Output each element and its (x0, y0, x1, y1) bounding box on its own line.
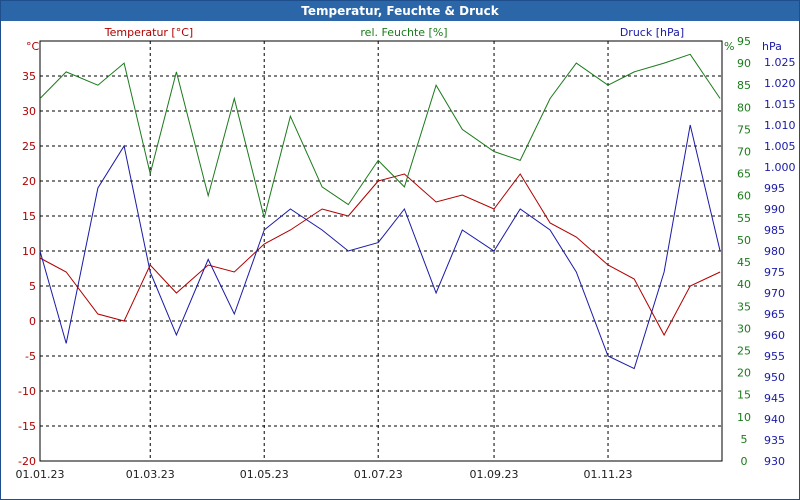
temperature-tick-label: 0 (29, 315, 36, 328)
pressure-tick-label: 1.015 (764, 98, 796, 111)
pressure-tick-label: 975 (764, 266, 785, 279)
pressure-tick-label: 965 (764, 308, 785, 321)
pressure-series-line (39, 124, 721, 370)
humidity-tick-label: 75 (737, 123, 751, 136)
pressure-tick-label: 980 (764, 245, 785, 258)
temperature-tick-label: -10 (18, 385, 36, 398)
temperature-axis-label: Temperatur [°C] (104, 26, 193, 39)
pressure-tick-label: 1.005 (764, 140, 796, 153)
temperature-tick-label: 30 (22, 105, 36, 118)
humidity-axis-label: rel. Feuchte [%] (360, 26, 447, 39)
humidity-tick-label: 70 (737, 146, 751, 159)
temperature-unit-label: °C (26, 40, 40, 53)
pressure-tick-label: 950 (764, 371, 785, 384)
humidity-tick-label: 85 (737, 79, 751, 92)
temperature-tick-label: 10 (22, 245, 36, 258)
pressure-tick-label: 945 (764, 392, 785, 405)
temperature-tick-label: -20 (18, 455, 36, 468)
pressure-tick-label: 1.020 (764, 77, 796, 90)
x-tick-label: 01.01.23 (16, 468, 65, 481)
x-tick-label: 01.11.23 (584, 468, 633, 481)
temperature-series-line (39, 173, 721, 337)
pressure-tick-label: 955 (764, 350, 785, 363)
humidity-tick-label: 80 (737, 101, 751, 114)
humidity-tick-label: 20 (737, 367, 751, 380)
humidity-tick-label: 60 (737, 190, 751, 203)
window-title: Temperatur, Feuchte & Druck (1, 1, 799, 21)
x-tick-label: 01.09.23 (470, 468, 519, 481)
humidity-tick-label: 90 (737, 57, 751, 70)
temperature-tick-label: 15 (22, 210, 36, 223)
pressure-tick-label: 960 (764, 329, 785, 342)
pressure-unit-label: hPa (762, 40, 782, 53)
x-tick-label: 01.05.23 (240, 468, 289, 481)
humidity-tick-label: 0 (741, 455, 748, 468)
temperature-tick-label: 25 (22, 140, 36, 153)
temperature-tick-label: -5 (25, 350, 36, 363)
humidity-series-line (39, 53, 721, 218)
temperature-tick-label: -15 (18, 420, 36, 433)
temperature-tick-label: 20 (22, 175, 36, 188)
pressure-tick-label: 935 (764, 434, 785, 447)
pressure-tick-label: 985 (764, 224, 785, 237)
humidity-tick-label: 10 (737, 411, 751, 424)
humidity-tick-label: 30 (737, 322, 751, 335)
humidity-tick-label: 45 (737, 256, 751, 269)
humidity-tick-label: 15 (737, 389, 751, 402)
humidity-tick-label: 35 (737, 300, 751, 313)
pressure-tick-label: 970 (764, 287, 785, 300)
grid (39, 40, 723, 462)
pressure-tick-label: 1.000 (764, 161, 796, 174)
pressure-tick-label: 930 (764, 455, 785, 468)
humidity-tick-label: 65 (737, 168, 751, 181)
humidity-tick-label: 5 (741, 433, 748, 446)
pressure-tick-label: 1.010 (764, 119, 796, 132)
humidity-tick-label: 55 (737, 212, 751, 225)
pressure-tick-label: 940 (764, 413, 785, 426)
humidity-tick-label: 40 (737, 278, 751, 291)
x-tick-label: 01.07.23 (354, 468, 403, 481)
temperature-tick-label: 35 (22, 70, 36, 83)
x-tick-label: 01.03.23 (126, 468, 175, 481)
humidity-tick-label: 50 (737, 234, 751, 247)
humidity-unit-label: % (724, 40, 734, 53)
pressure-tick-label: 990 (764, 203, 785, 216)
pressure-tick-label: 995 (764, 182, 785, 195)
humidity-tick-label: 95 (737, 35, 751, 48)
series-layer (39, 53, 721, 370)
pressure-tick-label: 1.025 (764, 56, 796, 69)
pressure-axis-label: Druck [hPa] (620, 26, 684, 39)
temperature-tick-label: 5 (29, 280, 36, 293)
humidity-tick-label: 25 (737, 344, 751, 357)
